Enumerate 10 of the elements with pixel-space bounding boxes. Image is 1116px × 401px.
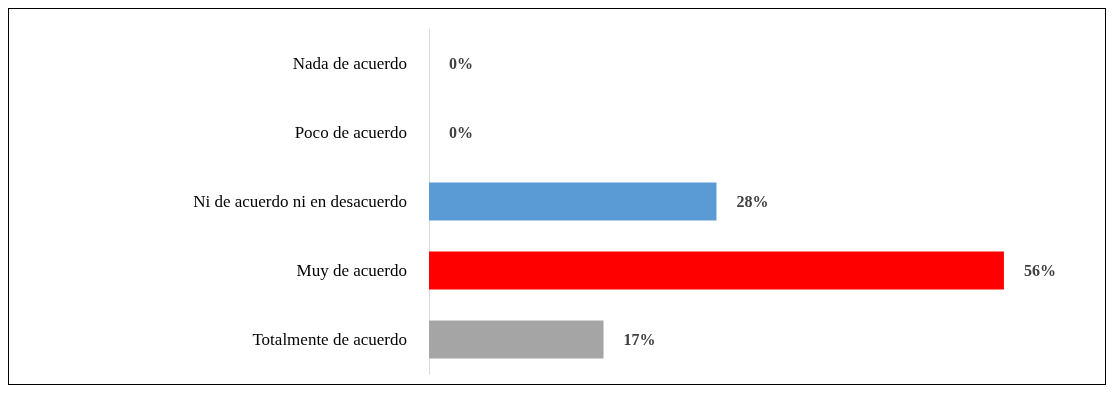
data-label: 17%	[623, 331, 656, 348]
data-label: 0%	[449, 124, 473, 141]
data-label: 56%	[1023, 262, 1056, 279]
y-tick-label: Poco de acuerdo	[294, 123, 407, 142]
y-tick-label: Totalmente de acuerdo	[252, 330, 407, 349]
y-tick-label: Muy de acuerdo	[296, 261, 407, 280]
data-label: 0%	[449, 55, 473, 72]
data-label: 28%	[736, 193, 769, 210]
y-tick-label: Nada de acuerdo	[292, 54, 407, 73]
y-tick-label: Ni de acuerdo ni en desacuerdo	[193, 192, 407, 211]
